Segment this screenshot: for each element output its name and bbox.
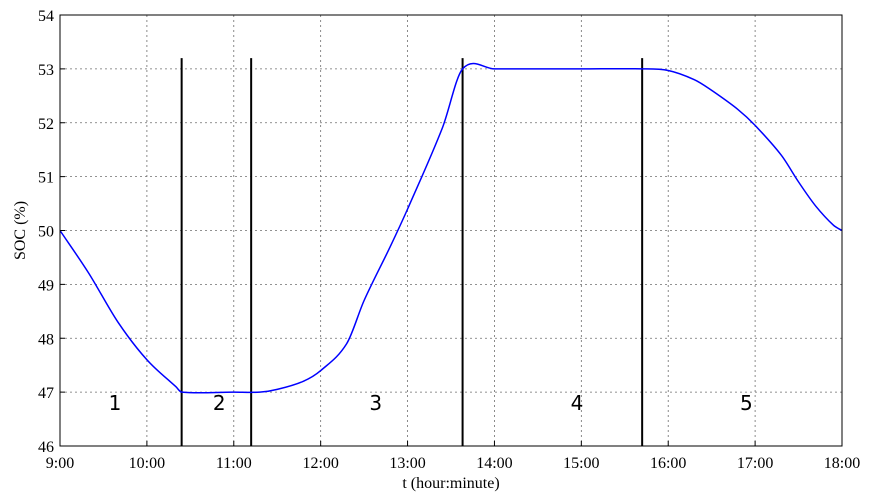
y-tick-label: 48 [38,331,54,348]
y-tick-label: 46 [38,439,54,456]
region-label: 1 [109,391,122,415]
y-tick-label: 49 [38,277,54,294]
x-tick-label: 13:00 [389,455,425,472]
grid-layer [60,15,842,446]
x-tick-label: 15:00 [563,455,599,472]
y-tick-label: 51 [38,170,54,187]
tick-layer: 9:00 10:00 11:00 12:00 13:00 14:00 15:00 16:00 1… [38,8,860,472]
x-tick-label: 9:00 [46,455,74,472]
x-tick-label: 12:00 [302,455,338,472]
region-divider-layer [180,58,644,446]
y-axis-title: SOC (%) [12,201,29,260]
soc-series-line [59,62,843,394]
x-tick-label: 11:00 [216,455,252,472]
region-label: 3 [369,391,382,415]
series-layer [59,62,843,394]
y-tick-label: 50 [38,224,54,241]
region-label: 4 [571,391,584,415]
y-tick-label: 54 [38,8,54,25]
region-label: 2 [213,391,226,415]
x-tick-label: 17:00 [737,455,773,472]
x-tick-label: 14:00 [476,455,512,472]
region-label: 5 [740,391,753,415]
y-tick-label: 47 [38,385,54,402]
x-tick-label: 10:00 [129,455,165,472]
y-tick-label: 52 [38,116,54,133]
y-tick-label: 53 [38,62,54,79]
region-label-layer: 1 2 3 4 5 [109,391,753,415]
x-axis-title: t (hour:minute) [402,475,499,492]
x-tick-label: 16:00 [650,455,686,472]
x-tick-label: 18:00 [824,455,860,472]
